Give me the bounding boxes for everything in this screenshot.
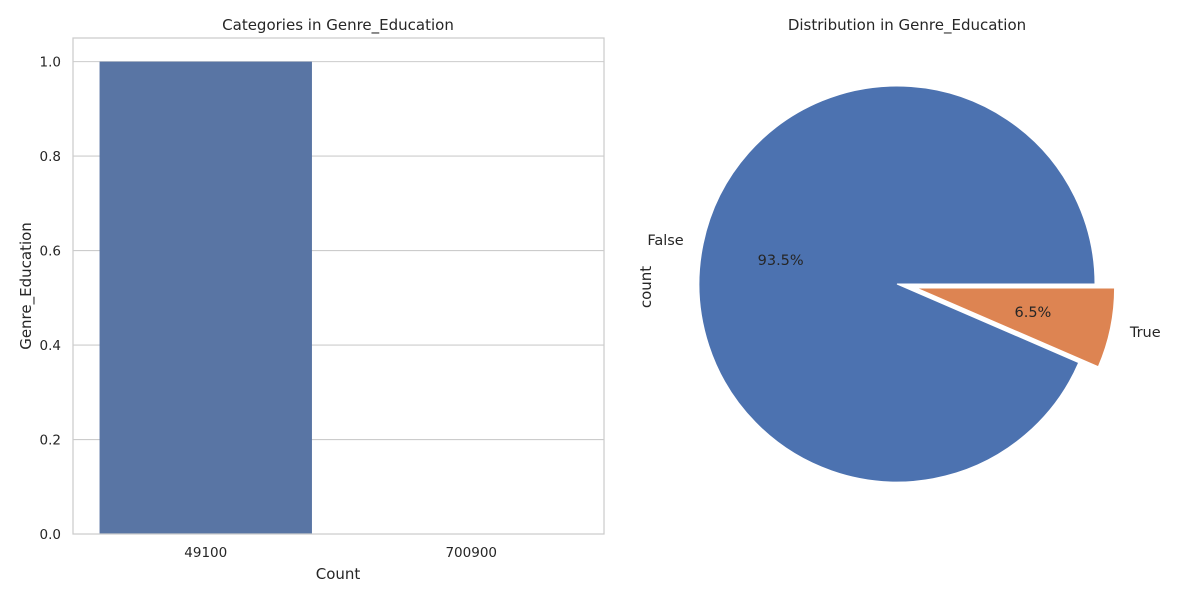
x-tick-label: 700900: [445, 545, 497, 561]
pie-chart-title: Distribution in Genre_Education: [788, 16, 1026, 35]
pie-chart-y-label: count: [637, 266, 655, 308]
pie-slice-label: False: [647, 233, 683, 249]
pie-slice-false: [698, 85, 1096, 483]
pie-slice-percent: 93.5%: [758, 253, 804, 269]
y-tick-label: 0.0: [40, 527, 61, 543]
pie-chart: Distribution in Genre_Education count Fa…: [637, 16, 1161, 483]
pie-chart-labels: False 93.5% True 6.5%: [647, 233, 1160, 341]
bar-chart-y-ticks: 0.0 0.2 0.4 0.6 0.8 1.0: [40, 55, 61, 543]
y-tick-label: 0.6: [40, 244, 61, 260]
bar-chart-bars: [99, 61, 312, 534]
bar-chart: Categories in Genre_Education 0.00.20.40…: [17, 16, 605, 583]
bar-chart-x-ticks: 49100 700900: [184, 545, 497, 561]
y-tick-label: 1.0: [40, 55, 61, 71]
bar-chart-title: Categories in Genre_Education: [222, 16, 454, 35]
bar-chart-x-label: Count: [316, 565, 361, 583]
y-tick-label: 0.2: [40, 433, 61, 449]
x-tick-label: 49100: [184, 545, 227, 561]
bar-chart-frame: [72, 37, 605, 535]
pie-slice-label: True: [1129, 325, 1161, 341]
bar: [99, 61, 312, 534]
y-tick-label: 0.8: [40, 149, 61, 165]
y-tick-label: 0.4: [40, 338, 61, 354]
pie-chart-slices: [698, 85, 1116, 483]
pie-slice-percent: 6.5%: [1014, 305, 1051, 321]
bar-chart-y-label: Genre_Education: [17, 222, 36, 350]
pie-slice-true: [916, 287, 1116, 368]
